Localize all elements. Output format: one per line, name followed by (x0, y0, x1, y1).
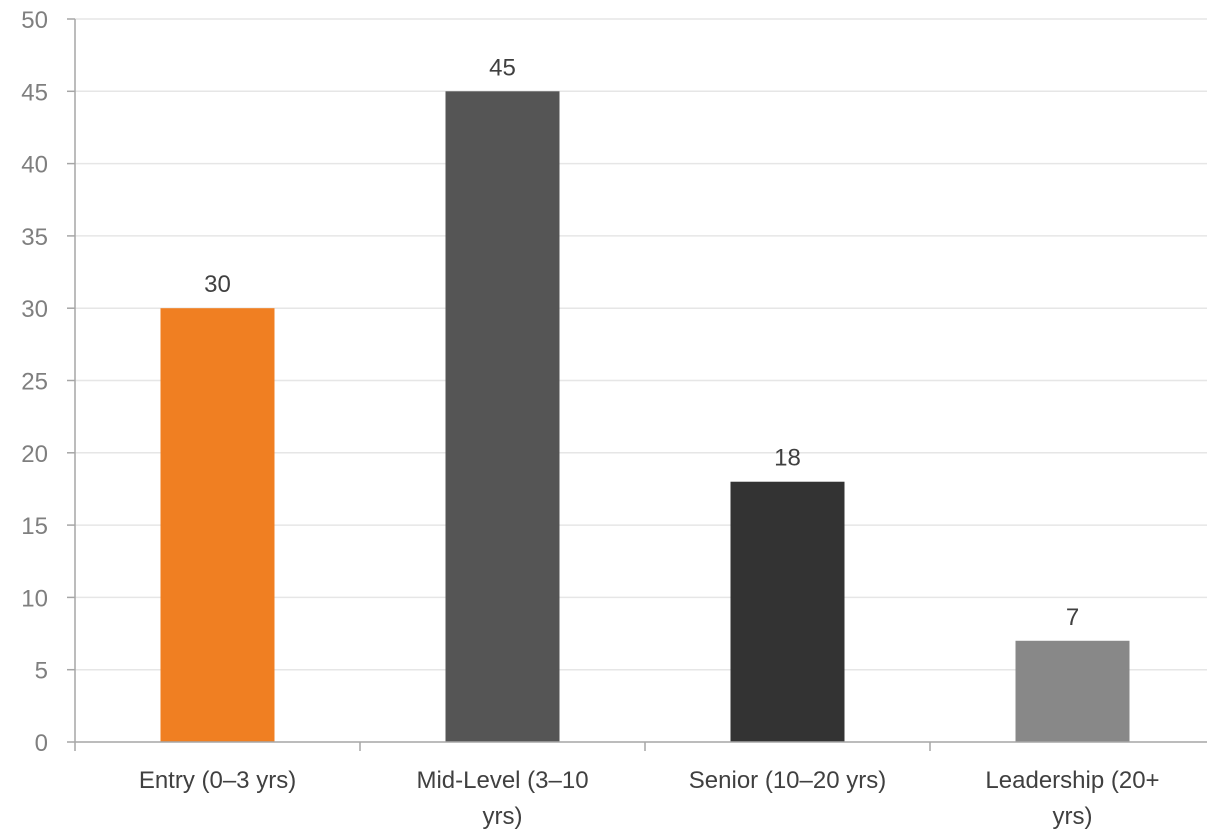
data-label: 45 (489, 54, 516, 81)
category-label: Mid-Level (3–10 (416, 767, 588, 794)
bar (1015, 640, 1130, 742)
data-labels: 30 45 18 7 (204, 54, 1079, 630)
category-label: Entry (0–3 yrs) (139, 767, 296, 794)
data-label: 30 (204, 271, 231, 298)
data-label: 7 (1066, 604, 1079, 631)
y-tick-label: 5 (35, 658, 48, 685)
category-label: yrs) (1053, 803, 1093, 830)
category-label: Senior (10–20 yrs) (689, 767, 886, 794)
bars (160, 91, 1130, 743)
y-tick-label: 15 (21, 513, 48, 540)
y-tick-label: 0 (35, 730, 48, 757)
y-tick-labels: 0 5 10 15 20 25 30 35 40 45 50 (21, 7, 48, 757)
category-label: Leadership (20+ (985, 767, 1159, 794)
y-tick-label: 25 (21, 369, 48, 396)
axes (67, 18, 1207, 751)
y-tick-label: 20 (21, 441, 48, 468)
y-tick-label: 50 (21, 7, 48, 34)
bar (730, 481, 845, 742)
data-label: 18 (774, 445, 801, 472)
category-labels: Entry (0–3 yrs) Mid-Level (3–10 yrs) Senior… (139, 767, 1160, 830)
y-tick-label: 35 (21, 224, 48, 251)
y-tick-label: 40 (21, 152, 48, 179)
bar (160, 308, 275, 742)
y-tick-label: 45 (21, 79, 48, 106)
category-label: yrs) (483, 803, 523, 830)
bar (445, 91, 560, 743)
y-tick-label: 10 (21, 585, 48, 612)
y-tick-label: 30 (21, 296, 48, 323)
